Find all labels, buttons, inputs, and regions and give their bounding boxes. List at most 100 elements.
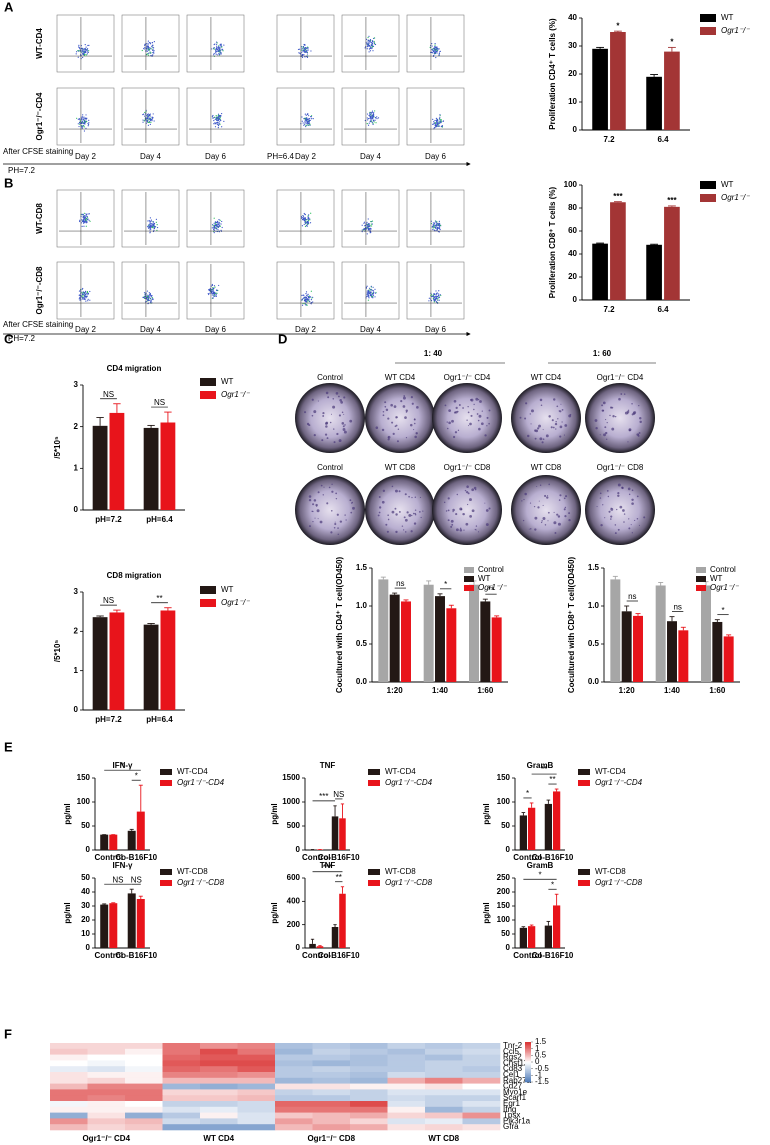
cell-speck bbox=[612, 415, 615, 418]
cell-speck bbox=[559, 494, 562, 497]
chart-title: CD4 migration bbox=[107, 364, 162, 373]
heatmap-cell bbox=[50, 1118, 88, 1125]
heatmap-cell bbox=[87, 1083, 126, 1090]
y-tick-label: 100 bbox=[497, 797, 511, 806]
bar bbox=[646, 244, 662, 300]
legend-swatch bbox=[200, 391, 216, 399]
flow-dot bbox=[432, 223, 434, 226]
heatmap-cell bbox=[87, 1124, 126, 1131]
flow-dot bbox=[438, 231, 441, 233]
heatmap-cell bbox=[387, 1072, 426, 1079]
heatmap-cell bbox=[387, 1083, 426, 1090]
heatmap-cell bbox=[200, 1066, 238, 1073]
legend-swatch bbox=[160, 769, 172, 775]
flow-dot bbox=[304, 44, 306, 46]
flow-dot bbox=[219, 225, 222, 227]
bar bbox=[143, 427, 159, 510]
well-image bbox=[511, 383, 581, 453]
legend-label: Ogr1⁻/⁻ bbox=[721, 193, 750, 202]
cell-speck bbox=[311, 398, 314, 401]
flow-dot bbox=[439, 118, 441, 120]
flow-dot bbox=[85, 297, 87, 299]
flow-dot bbox=[308, 122, 310, 124]
cell-speck bbox=[545, 434, 549, 438]
significance-label: * bbox=[670, 38, 674, 47]
flow-dot bbox=[371, 289, 373, 291]
flow-dot bbox=[302, 51, 304, 53]
flow-dot bbox=[151, 225, 153, 227]
flow-dot bbox=[89, 299, 91, 301]
cell-speck bbox=[478, 427, 481, 431]
heatmap-cell bbox=[237, 1072, 276, 1079]
flow-dot bbox=[435, 298, 437, 300]
flow-dot bbox=[367, 291, 370, 294]
significance-label: NS bbox=[154, 398, 165, 407]
flow-dot bbox=[433, 52, 435, 54]
legend-swatch bbox=[200, 378, 216, 386]
flow-dot bbox=[215, 293, 217, 295]
flow-dot bbox=[305, 293, 307, 295]
flow-dot bbox=[152, 113, 154, 115]
y-tick-label: 40 bbox=[568, 249, 577, 258]
x-tick-label: Co-B16F10 bbox=[532, 853, 574, 862]
flow-dot bbox=[147, 52, 150, 54]
cell-speck bbox=[320, 484, 323, 487]
bar bbox=[136, 899, 145, 948]
cell-speck bbox=[322, 494, 324, 496]
colorbar-segment bbox=[525, 1058, 531, 1060]
flow-dot bbox=[218, 222, 220, 224]
flow-dot bbox=[79, 123, 81, 125]
flow-plot bbox=[121, 261, 180, 320]
heatmap-cell bbox=[162, 1060, 201, 1067]
flow-dot bbox=[213, 224, 216, 226]
y-tick-label: 3 bbox=[74, 587, 79, 596]
heatmap-cell bbox=[387, 1112, 426, 1119]
flow-dot bbox=[146, 53, 148, 56]
flow-dot bbox=[217, 127, 219, 129]
flow-dot bbox=[153, 41, 155, 43]
cell-speck bbox=[534, 516, 538, 520]
cell-speck bbox=[631, 502, 634, 505]
cell-speck bbox=[341, 422, 345, 425]
flow-dot bbox=[371, 122, 373, 124]
cell-speck bbox=[564, 495, 568, 498]
flow-plot bbox=[186, 189, 245, 248]
flow-dot bbox=[369, 50, 372, 52]
flow-dot bbox=[212, 295, 215, 297]
flow-dot bbox=[87, 123, 90, 126]
cell-speck bbox=[402, 396, 406, 400]
well-image bbox=[432, 383, 502, 453]
flow-dot bbox=[84, 215, 86, 217]
gene-label: Cel1 bbox=[503, 1070, 520, 1079]
flow-dot bbox=[371, 220, 374, 222]
heatmap-cell bbox=[237, 1060, 276, 1067]
cell-speck bbox=[413, 429, 415, 431]
flow-dot bbox=[211, 291, 213, 294]
image-label: Control bbox=[317, 463, 343, 472]
cell-speck bbox=[378, 496, 381, 498]
bar bbox=[491, 617, 502, 682]
legend-swatch bbox=[578, 780, 590, 786]
heatmap-cell bbox=[350, 1083, 388, 1090]
cell-speck bbox=[319, 520, 323, 524]
bar bbox=[646, 76, 662, 130]
bar bbox=[331, 816, 339, 850]
flow-dot bbox=[433, 48, 435, 50]
image-label: WT CD8 bbox=[531, 463, 562, 472]
cell-speck bbox=[329, 421, 332, 424]
flow-dot bbox=[84, 123, 86, 125]
cell-speck bbox=[525, 402, 528, 405]
flow-dot bbox=[369, 289, 371, 291]
cell-speck bbox=[462, 512, 465, 516]
y-tick-label: 1000 bbox=[282, 797, 300, 806]
bar bbox=[527, 807, 536, 850]
flow-dot bbox=[149, 225, 151, 227]
cell-speck bbox=[614, 524, 617, 526]
flow-dot bbox=[147, 297, 149, 299]
flow-dot bbox=[153, 51, 155, 53]
gene-label: Gfra bbox=[503, 1122, 519, 1131]
flow-dot bbox=[81, 122, 83, 124]
cell-speck bbox=[395, 530, 398, 534]
cell-speck bbox=[536, 485, 538, 487]
cell-speck bbox=[553, 521, 557, 525]
